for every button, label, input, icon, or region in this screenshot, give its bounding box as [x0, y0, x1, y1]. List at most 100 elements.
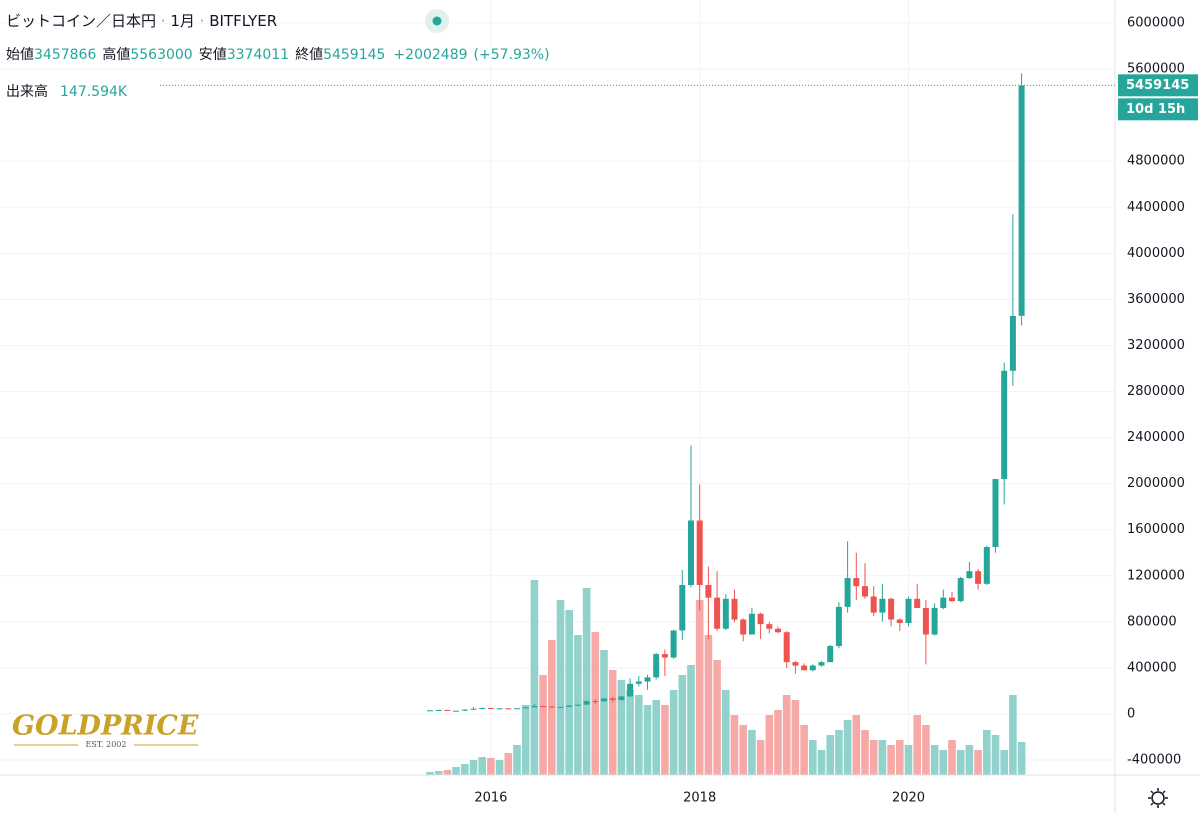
- candle-body: [714, 597, 721, 629]
- volume-bar: [521, 705, 530, 775]
- candle-body: [670, 630, 677, 658]
- label: 安値: [199, 47, 227, 63]
- volume-bar: [852, 715, 861, 775]
- gear-teeth[interactable]: [1148, 788, 1168, 808]
- volume-bar: [826, 735, 834, 775]
- y-tick-label: 2000000: [1127, 476, 1185, 491]
- volume-bar: [835, 730, 843, 775]
- candle-body: [644, 677, 651, 682]
- volume-bar: [869, 740, 878, 775]
- volume-bar: [739, 725, 747, 775]
- candle-body: [487, 707, 494, 709]
- candle-body: [722, 598, 729, 629]
- y-tick-label: 0: [1127, 706, 1135, 721]
- volume-bar: [1017, 741, 1026, 775]
- candle-body: [792, 662, 799, 666]
- candle-body: [801, 665, 808, 671]
- y-tick-label: 400000: [1127, 660, 1177, 675]
- volume-bar: [817, 750, 826, 775]
- volume-bar: [487, 758, 495, 775]
- settings-icon[interactable]: [1148, 788, 1168, 808]
- interval: 1月: [170, 12, 195, 30]
- label: 終値: [295, 47, 323, 63]
- candle-body: [609, 698, 616, 700]
- volume-bar: [495, 760, 504, 775]
- volume-bar: [861, 730, 869, 775]
- label: 高値: [102, 46, 130, 63]
- volume-bar: [469, 760, 478, 775]
- candle-body: [844, 578, 851, 607]
- candle-body: [679, 584, 686, 631]
- label: 始値: [6, 47, 34, 63]
- symbol-title: ビットコイン／日本円: [6, 12, 156, 30]
- open-value: 3457866: [34, 47, 96, 63]
- volume-bar: [896, 740, 904, 775]
- volume-bar: [608, 670, 617, 775]
- candle-body: [949, 597, 955, 602]
- candle-body: [827, 646, 834, 663]
- volume-layer: [426, 580, 1026, 775]
- y-tick-label: 6000000: [1127, 16, 1185, 31]
- y-tick-label: 3600000: [1127, 292, 1185, 307]
- candle-body: [540, 706, 547, 708]
- candle-body: [618, 696, 625, 700]
- price-tag-label: 5459145: [1126, 78, 1189, 93]
- candle-body: [592, 701, 599, 703]
- candle-body: [705, 584, 712, 598]
- gear[interactable]: [1151, 791, 1165, 805]
- volume-bar: [922, 725, 930, 775]
- volume-bar: [965, 745, 974, 775]
- y-tick-label: -400000: [1127, 753, 1181, 768]
- volume-bar: [565, 610, 573, 775]
- status-dot: [432, 16, 442, 26]
- volume-bar: [948, 740, 956, 775]
- candle-body: [688, 520, 694, 585]
- volume-bar: [600, 650, 608, 775]
- volume-bar: [695, 600, 704, 775]
- candle-body: [731, 598, 738, 620]
- y-tick-label: 4000000: [1127, 246, 1185, 261]
- candle-body: [1001, 370, 1008, 480]
- y-tick-label: 1600000: [1127, 522, 1185, 537]
- candle-body: [574, 704, 581, 706]
- candle-body: [696, 520, 703, 585]
- volume-bar: [626, 690, 634, 775]
- y-tick-label: 2800000: [1127, 384, 1185, 399]
- candle-body: [470, 708, 477, 710]
- candle-body: [905, 598, 912, 623]
- volume-bar: [800, 725, 808, 775]
- y-tick-label: 4800000: [1127, 154, 1185, 169]
- candle-body: [514, 708, 520, 710]
- volume-bar: [530, 580, 539, 775]
- candle-body: [835, 606, 842, 647]
- price-tags: 5459145 10d 15h: [160, 74, 1198, 121]
- countdown-tag: [1118, 98, 1198, 121]
- volume-bar: [913, 715, 921, 775]
- candle-body: [940, 597, 947, 609]
- volume-bar: [974, 750, 982, 775]
- volume-bar: [452, 767, 460, 775]
- candle-body: [557, 706, 564, 708]
- candle-body: [548, 706, 555, 708]
- candle-body: [748, 613, 755, 635]
- volume-bar: [635, 695, 643, 775]
- candle-body: [444, 709, 451, 711]
- candle-body: [992, 479, 999, 547]
- volume-bar: [713, 660, 721, 775]
- candle-body: [505, 708, 512, 710]
- candle-body: [1009, 315, 1016, 371]
- candle-body: [775, 628, 781, 633]
- volume-header: 出来高 147.594K: [6, 83, 128, 100]
- low-value: 3374011: [227, 47, 289, 63]
- volume-bar: [722, 690, 730, 775]
- volume-bar: [983, 730, 991, 775]
- candle-body: [453, 710, 460, 712]
- volume-bar: [513, 745, 521, 775]
- candle-body: [653, 654, 660, 678]
- candle-body: [627, 683, 634, 697]
- volume-bar: [504, 753, 513, 775]
- candle-body: [809, 665, 816, 671]
- volume-bar: [643, 705, 652, 775]
- candle-body: [740, 619, 747, 635]
